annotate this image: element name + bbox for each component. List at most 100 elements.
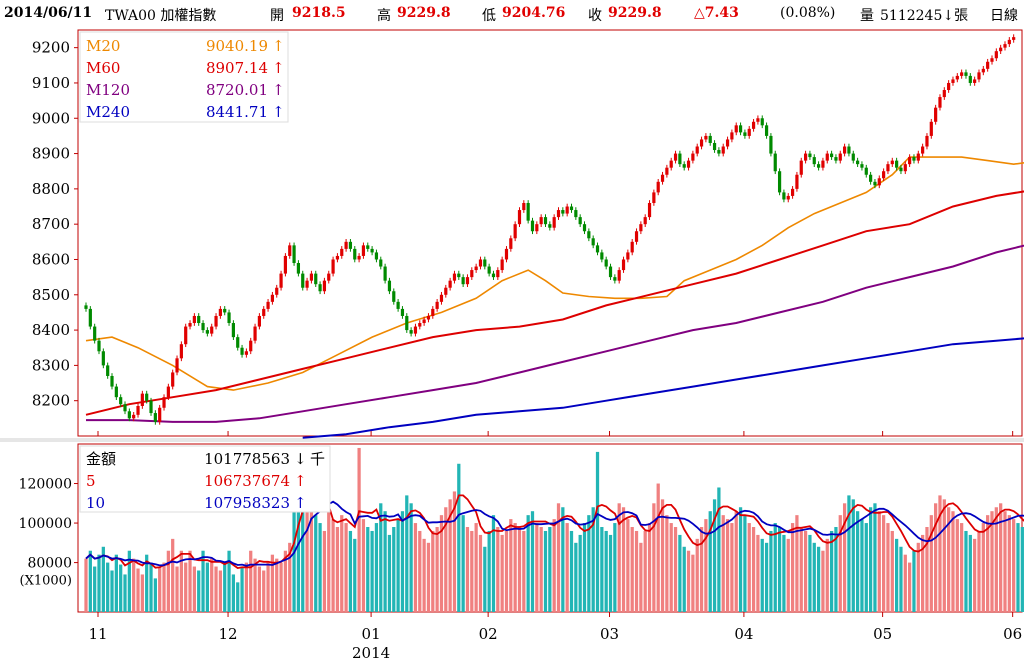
- amount-bar: [656, 483, 660, 612]
- candle-body: [691, 153, 695, 161]
- candle-body: [921, 146, 925, 154]
- amount-bar: [886, 523, 890, 612]
- candle-body: [821, 160, 825, 168]
- candle-body: [882, 171, 886, 179]
- candle-body: [431, 308, 435, 316]
- amount-bar: [634, 530, 639, 612]
- candle-body: [825, 153, 829, 161]
- candle-body: [795, 174, 799, 189]
- candle-body: [582, 224, 587, 232]
- candle-body: [340, 248, 344, 256]
- candle-body: [283, 255, 288, 274]
- candle-body: [227, 312, 231, 324]
- high-value: 9229.8: [397, 5, 451, 21]
- amount-bar: [604, 530, 608, 612]
- candle-body: [717, 150, 721, 154]
- candle-body: [803, 153, 808, 161]
- candle-body: [88, 308, 92, 327]
- amount-bar: [127, 550, 131, 612]
- candle-body: [964, 72, 968, 76]
- amount-bar: [947, 507, 951, 612]
- amount-bar: [188, 550, 192, 612]
- candle-body: [764, 125, 769, 136]
- candle-body: [205, 330, 209, 334]
- candle-body: [712, 142, 717, 151]
- amount-bar: [682, 546, 686, 612]
- amount-tick-label: 80000: [27, 556, 72, 572]
- amount-bar: [600, 527, 604, 612]
- candle-body: [357, 255, 361, 260]
- candle-body: [734, 125, 738, 133]
- candle-body: [903, 164, 907, 172]
- candle-body: [288, 245, 292, 256]
- candle-body: [790, 188, 795, 196]
- amount-bar: [405, 495, 409, 612]
- amount-bar: [288, 542, 292, 612]
- candle-body: [444, 287, 448, 295]
- amount-bar: [240, 566, 244, 612]
- amount-bar: [764, 542, 769, 612]
- price-tick-label: 8400: [32, 321, 70, 339]
- candle-body: [643, 217, 647, 225]
- candle-body: [379, 259, 383, 267]
- amount-bar: [348, 530, 353, 612]
- candle-body: [106, 365, 110, 376]
- legend-value: 8720.01: [206, 81, 268, 99]
- amount-bar: [357, 447, 361, 612]
- candle-body: [301, 273, 305, 288]
- amount-bar: [561, 507, 565, 612]
- candle-body: [114, 386, 118, 398]
- amount-bar: [149, 562, 153, 612]
- candle-body: [119, 397, 123, 405]
- amount-legend-name: 5: [86, 472, 96, 490]
- candle-body: [491, 273, 496, 278]
- panel-divider: [0, 438, 1024, 442]
- amount-bar: [552, 519, 556, 612]
- month-label: 05: [873, 625, 892, 643]
- ma-line-m20: [85, 156, 1024, 391]
- candle-body: [487, 266, 491, 274]
- amount-bar: [513, 523, 517, 612]
- amount-bar: [140, 574, 144, 612]
- change-percent: (0.08%): [780, 5, 836, 21]
- candle-body: [257, 315, 261, 327]
- amount-bar: [730, 523, 734, 612]
- candle-body: [925, 135, 929, 147]
- candle-body: [240, 347, 244, 355]
- legend-value: 8907.14: [206, 59, 268, 77]
- candle-body: [760, 118, 764, 126]
- candle-body: [509, 238, 513, 249]
- amount-bar: [418, 530, 422, 612]
- candle-body: [556, 210, 561, 218]
- candle-body: [422, 319, 426, 324]
- candle-body: [218, 308, 222, 316]
- candle-body: [470, 270, 474, 278]
- amount-bar: [608, 534, 613, 612]
- amount-bar: [392, 527, 396, 612]
- amount-bar: [123, 574, 127, 612]
- candle-body: [986, 61, 990, 69]
- candle-body: [396, 301, 400, 309]
- amount-bar: [747, 523, 751, 612]
- amount-bar: [860, 519, 864, 612]
- amount-bar: [899, 546, 903, 612]
- candle-body: [843, 146, 847, 154]
- amount-bar: [162, 562, 166, 612]
- candle-body: [699, 139, 704, 147]
- amount-bar: [921, 534, 925, 612]
- candle-body: [678, 153, 682, 165]
- amount-bar: [292, 499, 296, 612]
- candle-body: [413, 326, 418, 334]
- candle-body: [101, 351, 105, 366]
- amount-bar: [522, 530, 526, 612]
- amount-bar: [379, 503, 383, 612]
- amount-bar: [327, 511, 331, 612]
- legend-arrow: ↑: [272, 81, 285, 99]
- amount-bar: [652, 503, 656, 612]
- candle-body: [314, 273, 318, 285]
- amount-bar: [708, 511, 712, 612]
- legend-arrow: ↑: [272, 37, 285, 55]
- amount-bar: [340, 515, 344, 612]
- amount-bar: [136, 568, 140, 612]
- candle-body: [743, 132, 747, 136]
